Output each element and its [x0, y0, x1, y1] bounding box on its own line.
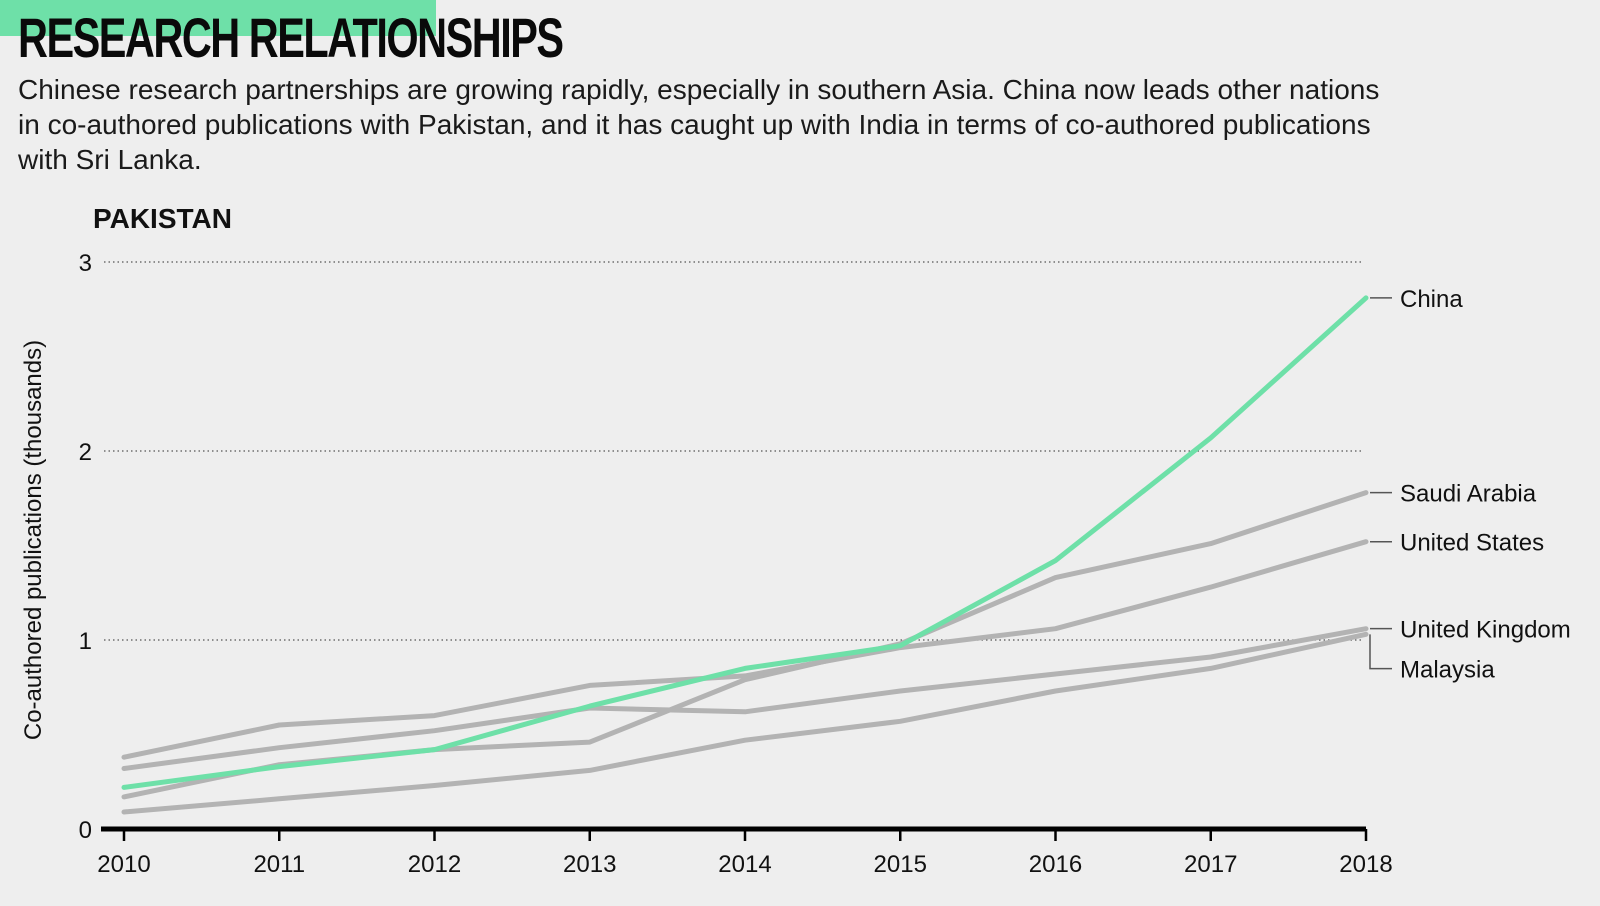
y-tick-label: 0 — [79, 817, 92, 844]
x-tick-label: 2018 — [1339, 851, 1392, 878]
page-subtitle: Chinese research partnerships are growin… — [18, 74, 1380, 175]
page-title: RESEARCH RELATIONSHIPS — [18, 6, 564, 69]
series-label-china: China — [1400, 286, 1463, 313]
x-tick-label: 2011 — [253, 851, 305, 878]
x-tick-label: 2010 — [97, 851, 150, 878]
x-tick-label: 2016 — [1029, 851, 1082, 878]
y-tick-label: 1 — [79, 628, 92, 655]
series-line-saudi-arabia — [121, 490, 1369, 800]
series-label-malaysia: Malaysia — [1400, 657, 1495, 684]
series-line-malaysia — [121, 631, 1369, 815]
y-tick-label: 3 — [79, 250, 92, 277]
x-tick-label: 2013 — [563, 851, 616, 878]
series-label-saudi-arabia: Saudi Arabia — [1400, 481, 1537, 508]
series-line-china — [121, 295, 1369, 790]
chart-title: PAKISTAN — [93, 203, 232, 234]
leader-line-malaysia — [1369, 634, 1392, 670]
series-line-united-states — [121, 626, 1369, 771]
x-tick-label: 2015 — [874, 851, 927, 878]
x-tick-label: 2017 — [1184, 851, 1237, 878]
series-label-united-states: United States — [1400, 530, 1544, 557]
x-tick-label: 2012 — [408, 851, 461, 878]
x-tick-label: 2014 — [718, 851, 771, 878]
series-label-united-kingdom: United Kingdom — [1400, 617, 1571, 644]
y-tick-label: 2 — [79, 439, 92, 466]
series-line-united-kingdom — [121, 539, 1369, 760]
title-accent-bar — [0, 0, 436, 36]
